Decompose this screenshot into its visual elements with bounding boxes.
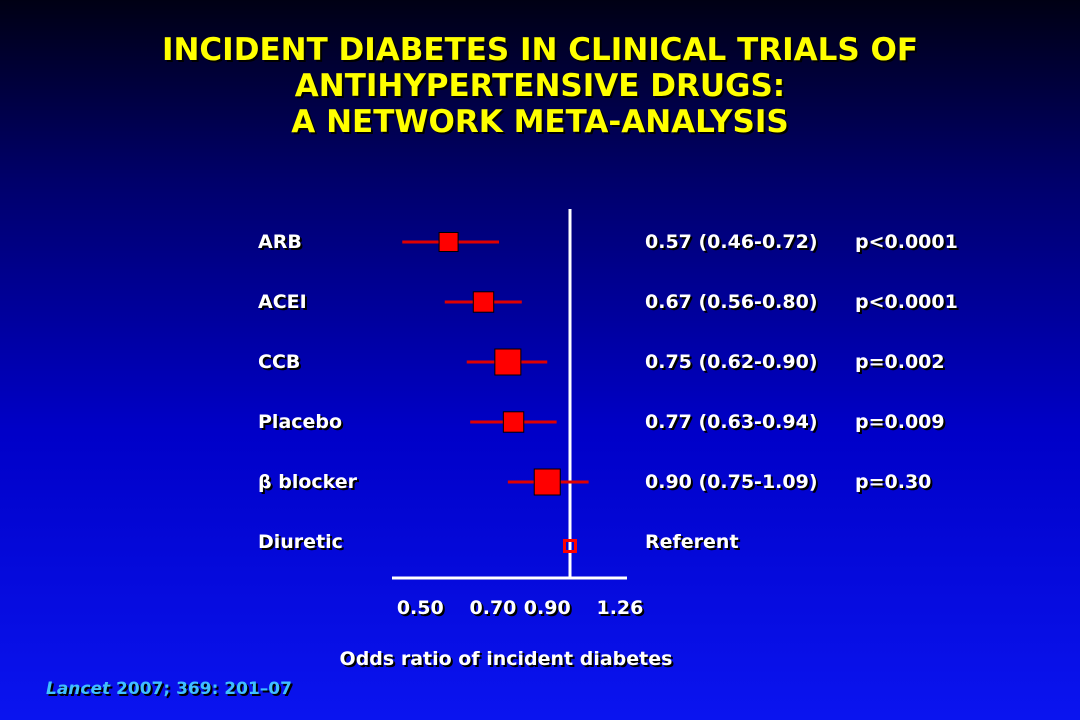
row-label-placebo: Placebo	[258, 411, 343, 433]
chart-title: INCIDENT DIABETES IN CLINICAL TRIALS OF …	[0, 32, 1080, 140]
point-estimate-placebo	[502, 411, 525, 433]
citation-details: 2007; 369: 201–07	[110, 679, 292, 699]
point-estimate-blocker	[533, 468, 561, 496]
row-estimate-acei: 0.67 (0.56-0.80)	[645, 291, 818, 313]
row-label-ccb: CCB	[258, 351, 301, 373]
row-label-arb: ARB	[258, 231, 302, 253]
row-pvalue-acei: p<0.0001	[855, 291, 958, 313]
row-pvalue-placebo: p=0.009	[855, 411, 945, 433]
referent-marker-diuretic	[563, 539, 577, 553]
row-estimate-arb: 0.57 (0.46-0.72)	[645, 231, 818, 253]
title-line-1: INCIDENT DIABETES IN CLINICAL TRIALS OF	[161, 32, 919, 68]
row-pvalue-blocker: p=0.30	[855, 471, 932, 493]
row-label-blocker: β blocker	[258, 471, 358, 493]
row-estimate-ccb: 0.75 (0.62-0.90)	[645, 351, 818, 373]
row-estimate-placebo: 0.77 (0.63-0.94)	[645, 411, 818, 433]
x-tick-label-0: 0.50	[396, 597, 444, 619]
row-estimate-diuretic: Referent	[645, 531, 739, 553]
row-label-acei: ACEI	[258, 291, 307, 313]
row-estimate-blocker: 0.90 (0.75-1.09)	[645, 471, 818, 493]
citation: Lancet 2007; 369: 201–07	[46, 678, 292, 700]
point-estimate-ccb	[494, 348, 522, 376]
title-line-2: ANTIHYPERTENSIVE DRUGS:	[294, 68, 786, 104]
citation-journal: Lancet	[46, 679, 111, 699]
row-label-diuretic: Diuretic	[258, 531, 343, 553]
point-estimate-acei	[472, 291, 495, 313]
point-estimate-arb	[438, 232, 459, 252]
x-axis-label: Odds ratio of incident diabetes	[339, 648, 673, 670]
row-pvalue-arb: p<0.0001	[855, 231, 958, 253]
row-pvalue-ccb: p=0.002	[855, 351, 945, 373]
title-line-3: A NETWORK META-ANALYSIS	[291, 104, 789, 140]
x-tick-label-3: 1.26	[596, 597, 644, 619]
x-tick-label-2: 0.90	[523, 597, 571, 619]
x-tick-label-1: 0.70	[469, 597, 517, 619]
